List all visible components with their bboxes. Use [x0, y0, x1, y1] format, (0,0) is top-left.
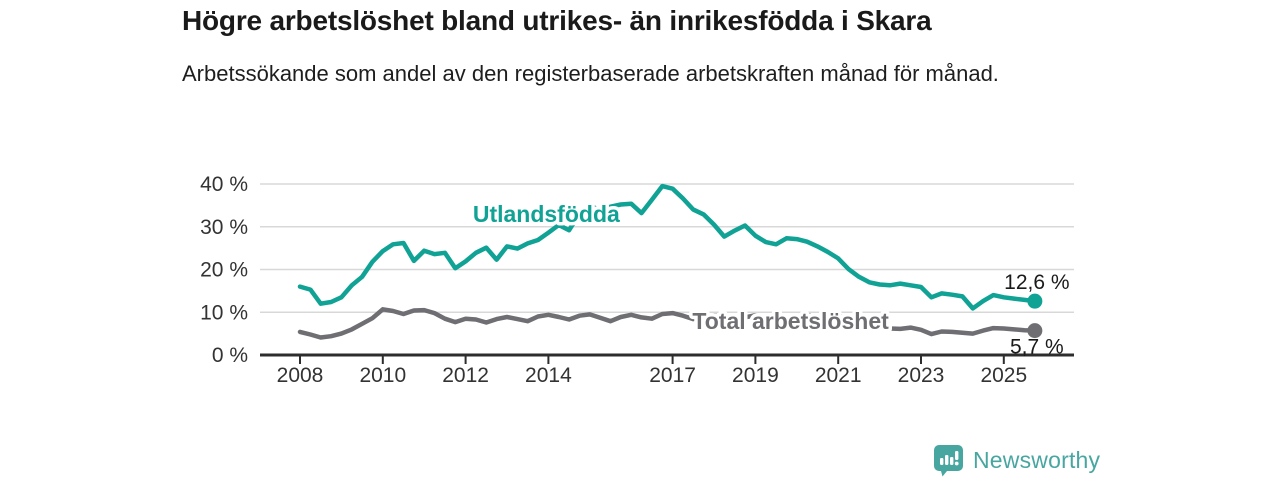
x-tick-label: 2008 — [277, 364, 324, 387]
x-tick-label: 2023 — [898, 364, 945, 387]
series-label: Total arbetslöshet — [692, 308, 889, 334]
series-end-value-label: 5,7 % — [1010, 336, 1064, 359]
brand-footer: Newsworthy — [933, 443, 1100, 477]
x-tick-label: 2025 — [980, 364, 1027, 387]
series-end-dot — [1027, 293, 1043, 309]
logo-bar-1 — [940, 458, 944, 465]
series-line-total — [297, 307, 1038, 340]
newsworthy-logo-icon — [934, 445, 963, 477]
series-line-utlandsfodda — [297, 183, 1038, 311]
logo-exclamation-dot — [954, 461, 959, 466]
y-tick-label: 30 % — [200, 216, 248, 239]
brand-name: Newsworthy — [973, 446, 1101, 473]
logo-bar-3 — [950, 457, 954, 465]
y-tick-label: 20 % — [200, 259, 248, 282]
x-tick-label: 2010 — [359, 364, 406, 387]
series-label: Utlandsfödda — [473, 201, 620, 227]
x-tick-label: 2021 — [815, 364, 862, 387]
x-tick-label: 2017 — [649, 364, 696, 387]
logo-exclamation-icon — [955, 451, 959, 460]
y-tick-label: 40 % — [200, 173, 248, 196]
x-tick-label: 2019 — [732, 364, 779, 387]
logo-bar-2 — [945, 455, 949, 465]
y-tick-label: 10 % — [200, 301, 248, 324]
x-tick-label: 2014 — [525, 364, 572, 387]
y-tick-label: 0 % — [212, 344, 248, 367]
series-end-value-label: 12,6 % — [1004, 271, 1069, 294]
chart-title: Högre arbetslöshet bland utrikes- än inr… — [182, 5, 932, 36]
x-tick-label: 2012 — [442, 364, 489, 387]
series-end-dot — [1027, 323, 1043, 339]
chart-subtitle: Arbetssökande som andel av den registerb… — [182, 61, 999, 86]
